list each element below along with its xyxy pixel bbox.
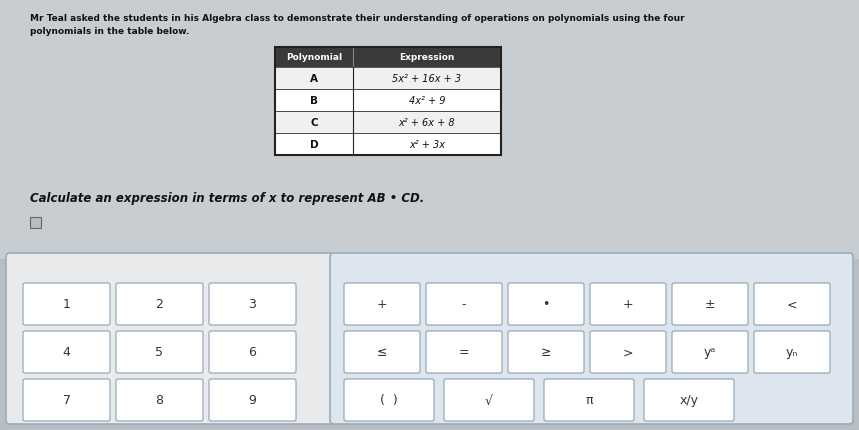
Text: ≥: ≥: [541, 346, 551, 359]
FancyBboxPatch shape: [444, 379, 534, 421]
Text: >: >: [623, 346, 633, 359]
FancyBboxPatch shape: [116, 331, 203, 373]
FancyBboxPatch shape: [275, 48, 501, 68]
Text: yₙ: yₙ: [786, 346, 798, 359]
FancyBboxPatch shape: [0, 0, 859, 259]
Text: B: B: [310, 96, 318, 106]
Text: 8: 8: [155, 393, 163, 406]
FancyBboxPatch shape: [330, 253, 853, 424]
FancyBboxPatch shape: [754, 283, 830, 325]
Text: 2: 2: [155, 298, 163, 311]
FancyBboxPatch shape: [426, 283, 502, 325]
FancyBboxPatch shape: [275, 134, 501, 156]
Text: yᵃ: yᵃ: [704, 346, 716, 359]
FancyBboxPatch shape: [116, 379, 203, 421]
FancyBboxPatch shape: [23, 331, 110, 373]
FancyBboxPatch shape: [590, 331, 666, 373]
FancyBboxPatch shape: [209, 331, 296, 373]
FancyBboxPatch shape: [672, 331, 748, 373]
Text: Expression: Expression: [399, 53, 454, 62]
FancyBboxPatch shape: [6, 253, 334, 424]
FancyBboxPatch shape: [344, 379, 434, 421]
Text: √: √: [485, 393, 493, 406]
Text: polynomials in the table below.: polynomials in the table below.: [30, 27, 189, 36]
Text: D: D: [310, 140, 319, 150]
Text: 1: 1: [63, 298, 70, 311]
Text: x² + 6x + 8: x² + 6x + 8: [399, 118, 455, 128]
FancyBboxPatch shape: [275, 90, 501, 112]
Text: 7: 7: [63, 393, 70, 406]
FancyBboxPatch shape: [590, 283, 666, 325]
FancyBboxPatch shape: [209, 379, 296, 421]
FancyBboxPatch shape: [344, 331, 420, 373]
FancyBboxPatch shape: [23, 379, 110, 421]
Text: Mr Teal asked the students in his Algebra class to demonstrate their understandi: Mr Teal asked the students in his Algebr…: [30, 14, 685, 23]
FancyBboxPatch shape: [23, 283, 110, 325]
FancyBboxPatch shape: [544, 379, 634, 421]
Text: ≤: ≤: [377, 346, 387, 359]
Text: 6: 6: [248, 346, 257, 359]
Text: 3: 3: [248, 298, 257, 311]
Text: •: •: [542, 298, 550, 311]
FancyBboxPatch shape: [344, 283, 420, 325]
Text: -: -: [462, 298, 466, 311]
Text: 5x² + 16x + 3: 5x² + 16x + 3: [393, 74, 461, 84]
Text: C: C: [310, 118, 318, 128]
Text: +: +: [377, 298, 387, 311]
FancyBboxPatch shape: [275, 112, 501, 134]
FancyBboxPatch shape: [672, 283, 748, 325]
Text: π: π: [585, 393, 593, 406]
Text: x/y: x/y: [679, 393, 698, 406]
FancyBboxPatch shape: [116, 283, 203, 325]
FancyBboxPatch shape: [209, 283, 296, 325]
Text: =: =: [459, 346, 469, 359]
Text: +: +: [623, 298, 633, 311]
Text: (  ): ( ): [381, 393, 398, 406]
FancyBboxPatch shape: [30, 218, 41, 228]
FancyBboxPatch shape: [508, 283, 584, 325]
Text: ±: ±: [704, 298, 716, 311]
Text: 4x² + 9: 4x² + 9: [409, 96, 445, 106]
FancyBboxPatch shape: [644, 379, 734, 421]
FancyBboxPatch shape: [754, 331, 830, 373]
FancyBboxPatch shape: [426, 331, 502, 373]
Text: Polynomial: Polynomial: [286, 53, 342, 62]
FancyBboxPatch shape: [275, 68, 501, 90]
FancyBboxPatch shape: [508, 331, 584, 373]
Text: 4: 4: [63, 346, 70, 359]
Text: 9: 9: [248, 393, 257, 406]
Text: <: <: [787, 298, 797, 311]
Text: x² + 3x: x² + 3x: [409, 140, 445, 150]
Text: A: A: [310, 74, 318, 84]
Text: 5: 5: [155, 346, 163, 359]
Text: Calculate an expression in terms of x to represent AB • CD.: Calculate an expression in terms of x to…: [30, 191, 424, 205]
